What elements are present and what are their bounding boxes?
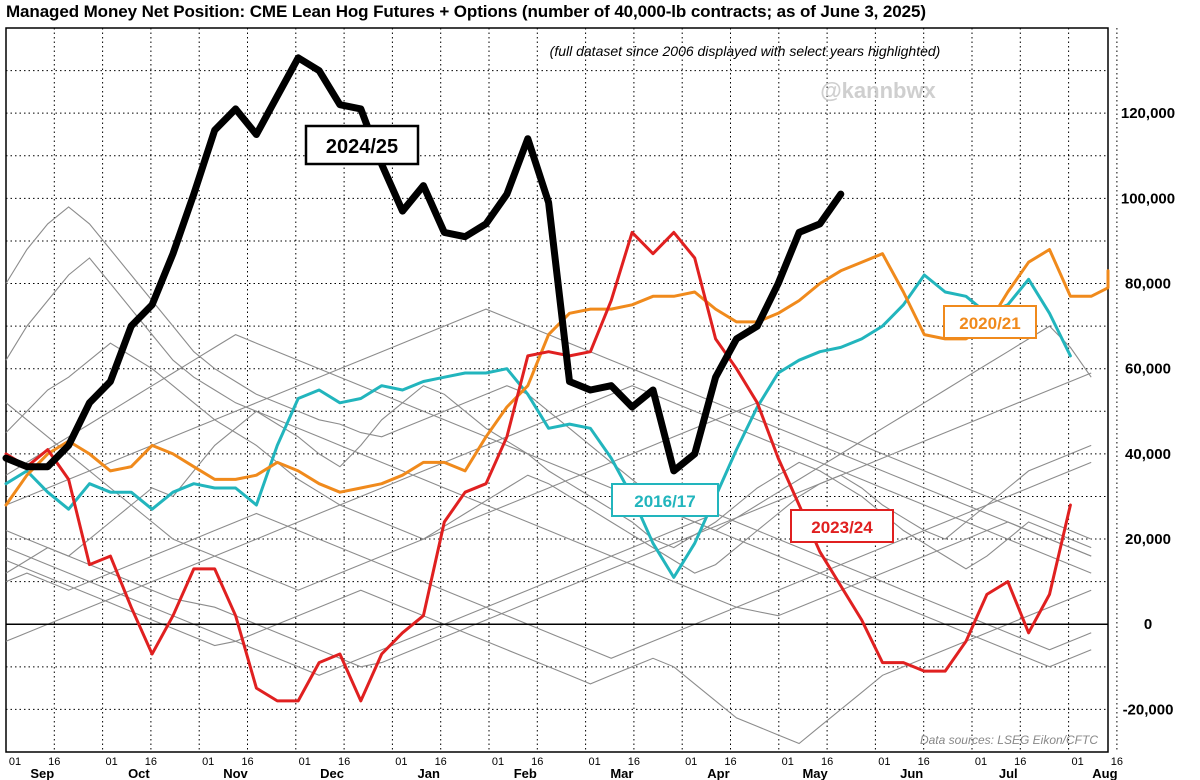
x-tick-day: 16 xyxy=(821,756,833,768)
y-tick-label: 120,000 xyxy=(1121,105,1175,122)
x-tick-month: Dec xyxy=(320,766,344,780)
plot-area xyxy=(5,27,1109,753)
series-line-other-2 xyxy=(5,206,1092,532)
x-tick-day: 01 xyxy=(299,756,311,768)
y-tick-label: -20,000 xyxy=(1123,701,1174,718)
series-line-2023-24 xyxy=(4,230,1072,703)
x-tick-month: Oct xyxy=(128,766,150,780)
label-2020-21-text: 2020/21 xyxy=(959,314,1020,333)
y-tick-label: 0 xyxy=(1144,616,1152,633)
series-line-other-6 xyxy=(5,385,1092,642)
x-tick-day: 16 xyxy=(1111,756,1123,768)
x-tick-day: 16 xyxy=(145,756,157,768)
x-tick-day: 01 xyxy=(782,756,794,768)
x-tick-month: Jul xyxy=(999,766,1018,780)
x-tick-month: Apr xyxy=(707,766,729,780)
x-tick-day: 16 xyxy=(338,756,350,768)
x-tick-day: 16 xyxy=(724,756,736,768)
label-2024-25-text: 2024/25 xyxy=(326,136,398,158)
y-axis-ticks: -20,000 0 20,000 40,000 60,000 80,000 100,000 1… xyxy=(1121,105,1175,718)
x-tick-month: Feb xyxy=(514,766,537,780)
series-line-other-9 xyxy=(5,402,1092,591)
chart-title: Managed Money Net Position: CME Lean Hog… xyxy=(6,2,926,21)
x-tick-day: 01 xyxy=(395,756,407,768)
x-tick-day: 01 xyxy=(202,756,214,768)
x-tick-month: Jan xyxy=(417,766,439,780)
x-tick-day: 16 xyxy=(241,756,253,768)
y-tick-label: 80,000 xyxy=(1125,276,1171,293)
label-2024-25: 2024/25 xyxy=(304,124,420,166)
x-tick-day: 16 xyxy=(531,756,543,768)
x-tick-day: 01 xyxy=(878,756,890,768)
data-source-note: Data sources: LSEG Eikon/CFTC xyxy=(920,733,1098,747)
x-tick-month: Sep xyxy=(30,766,54,780)
watermark: @kannbwx xyxy=(820,78,936,103)
x-tick-month: Nov xyxy=(223,766,248,780)
x-tick-day: 01 xyxy=(975,756,987,768)
series-line-other-3 xyxy=(5,257,1092,617)
grid-lines xyxy=(5,27,1118,753)
series-line-other-1 xyxy=(5,342,1092,574)
x-tick-day: 01 xyxy=(685,756,697,768)
x-tick-day: 01 xyxy=(1071,756,1083,768)
series-line-other-10 xyxy=(5,512,1092,676)
x-tick-month: Aug xyxy=(1092,766,1117,780)
x-tick-day: 01 xyxy=(492,756,504,768)
chart-subtitle: (full dataset since 2006 displayed with … xyxy=(550,43,941,59)
label-2016-17: 2016/17 xyxy=(611,483,719,517)
x-tick-day: 16 xyxy=(918,756,930,768)
label-2020-21: 2020/21 xyxy=(943,305,1037,339)
y-tick-label: 100,000 xyxy=(1121,190,1175,207)
x-tick-day: 16 xyxy=(628,756,640,768)
x-tick-day: 01 xyxy=(588,756,600,768)
label-2023-24: 2023/24 xyxy=(790,509,894,543)
x-tick-month: May xyxy=(802,766,828,780)
x-tick-month: Mar xyxy=(610,766,633,780)
x-tick-day: 16 xyxy=(435,756,447,768)
series-line-other-8 xyxy=(5,461,1092,659)
x-tick-day: 16 xyxy=(48,756,60,768)
y-tick-label: 40,000 xyxy=(1125,446,1171,463)
label-2023-24-text: 2023/24 xyxy=(811,518,873,537)
y-tick-label: 20,000 xyxy=(1125,531,1171,548)
series-line-2016-17 xyxy=(4,273,1072,579)
series-line-other-11 xyxy=(5,333,1092,668)
x-tick-day: 16 xyxy=(1014,756,1026,768)
series-line-other-4 xyxy=(5,372,1092,668)
x-tick-month: Jun xyxy=(900,766,923,780)
x-tick-day: 01 xyxy=(105,756,117,768)
label-2016-17-text: 2016/17 xyxy=(634,492,695,511)
series-line-2024-25 xyxy=(2,54,845,475)
y-tick-label: 60,000 xyxy=(1125,361,1171,378)
x-tick-day: 01 xyxy=(9,756,21,768)
series-line-other-0 xyxy=(5,385,1092,574)
